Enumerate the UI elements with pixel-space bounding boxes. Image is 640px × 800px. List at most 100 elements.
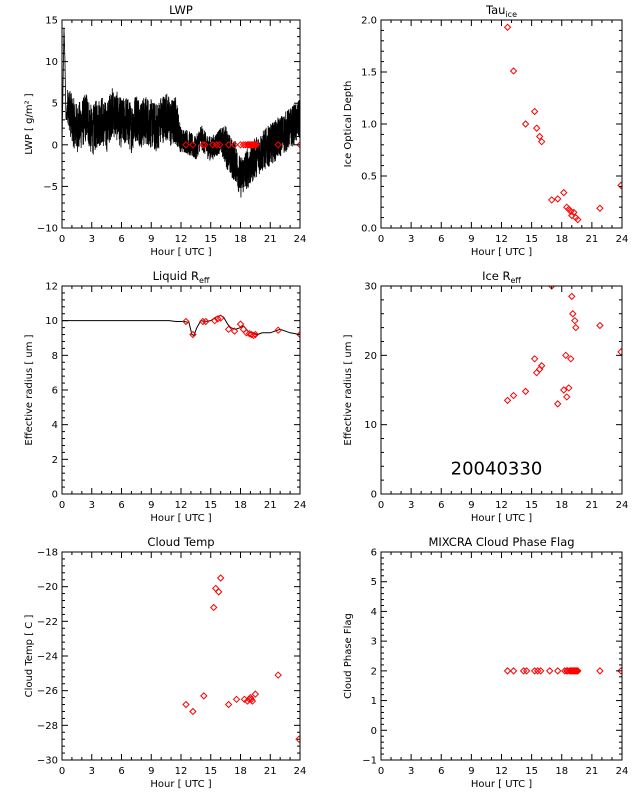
cloud-temp-ytick-label: −24 [37,652,58,663]
cloud-temp-point [189,707,197,716]
cloud-temp-point [247,695,256,704]
phase-flag-ytick-label: 4 [371,607,377,618]
liq-reff-xtick-label: 3 [89,500,95,511]
liq-reff-point [199,317,207,326]
tau-point [509,67,518,75]
tau-series-0 [503,23,622,224]
lwp-ytick-label: −10 [37,224,58,235]
tau-point [532,124,541,132]
cloud-temp-point [200,692,208,700]
lwp-xlabel: Hour [ UTC ] [150,247,211,258]
cloud-temp-point [224,700,233,709]
phase-flag-ylabel: Cloud Phase Flag [343,613,354,699]
panel-lwp: 0 3 6 9 12 15 18 21 24 −10 −5 0 5 10 15 LWP Hour [ UTC ]… [24,3,306,258]
liq-reff-xtick-label: 12 [175,500,188,511]
phase-flag-point [509,667,518,675]
phase-flag-xtick-label: 3 [408,766,414,777]
cloud-temp-point [245,695,254,704]
phase-flag-point [573,667,581,675]
ice-reff-point [571,316,579,325]
cloud-temp-xtick-label: 15 [204,766,217,777]
lwp-point [250,141,259,149]
phase-flag-ytick-label: 6 [371,548,377,559]
liq-reff-point [216,314,225,322]
tau-point [554,195,562,203]
lwp-series-1 [182,141,300,149]
tau-xtick-label: 15 [525,234,538,245]
cloud-temp-series-0 [182,574,300,743]
ice-reff-xtick-label: 21 [586,500,599,511]
ice-reff-ytick-label: 10 [364,420,377,431]
lwp-ytick-label: 0 [52,140,58,151]
cloud-temp-point [251,690,260,698]
lwp-point [274,141,282,149]
tau-xtick-label: 9 [468,234,474,245]
ice-reff-xtick-label: 15 [525,500,538,511]
liq-reff-ytick-label: 10 [45,316,58,327]
ice-reff-ytick-label: 30 [364,282,377,293]
phase-flag-xtick-label: 9 [468,766,474,777]
cloud-temp-point [295,735,300,743]
tau-point [568,211,576,220]
tau-point [537,137,546,146]
phase-flag-point [503,667,512,675]
cloud-temp-point [240,695,249,704]
cloud-temp-point [248,697,257,705]
tau-ytick-label: 2.0 [361,16,377,27]
tau-point [570,208,578,217]
lwp-xtick-label: 21 [264,234,277,245]
tau-point [530,107,539,116]
liq-reff-ytick-label: 12 [45,282,58,293]
ice-reff-point [554,400,562,408]
tau-xtick-label: 21 [586,234,599,245]
tau-xtick-label: 0 [378,234,384,245]
lwp-point [215,141,224,149]
ice-reff-xtick-label: 9 [468,500,474,511]
lwp-ytick-label: −5 [43,182,58,193]
phase-flag-xtick-label: 12 [495,766,508,777]
cloud-temp-xtick-label: 21 [264,766,277,777]
ice-reff-point [596,321,604,330]
ice-reff-point [563,393,571,401]
ice-reff-xtick-label: 0 [378,500,384,511]
tau-point [548,196,556,204]
tau-ytick-label: 0.0 [361,224,377,235]
liq-reff-point [211,316,219,325]
lwp-series-0 [62,28,300,198]
liq-reff-point [296,330,300,339]
tau-point [560,188,568,197]
liq-reff-series-0 [62,314,300,337]
liq-reff-xtick-label: 24 [294,500,307,511]
cloud-temp-point [214,588,223,596]
ice-reff-point [537,362,546,370]
lwp-point [236,141,245,149]
ice-reff-point [562,351,570,360]
phase-flag-point [572,667,580,675]
cloud-temp-xtick-label: 24 [294,766,307,777]
liq-reff-ytick-label: 2 [52,455,58,466]
liq-reff-line [62,314,300,337]
tau-xlabel: Hour [ UTC ] [471,247,532,258]
ice-reff-ylabel: Effective radius [ um ] [343,334,354,445]
liq-reff-point [251,330,260,339]
cloud-temp-point [210,603,218,612]
phase-flag-point [554,667,562,675]
liq-reff-xtick-label: 0 [59,500,65,511]
cloud-temp-title: Cloud Temp [147,535,214,549]
cloud-temp-xtick-label: 9 [148,766,154,777]
phase-flag-point [533,667,542,675]
ice-reff-xlabel: Hour [ UTC ] [471,513,532,524]
cloud-temp-ytick-label: −30 [37,756,58,767]
phase-flag-point [571,667,579,675]
liq-reff-point [213,315,222,323]
ice-reff-xtick-label: 3 [408,500,414,511]
liq-reff-series-1 [182,314,300,340]
tau-point [574,215,582,224]
tau-point [503,23,512,31]
phase-flag-xtick-label: 21 [586,766,599,777]
ice-reff-point [560,386,568,394]
ice-reff-point [572,323,580,332]
lwp-point [249,141,258,149]
